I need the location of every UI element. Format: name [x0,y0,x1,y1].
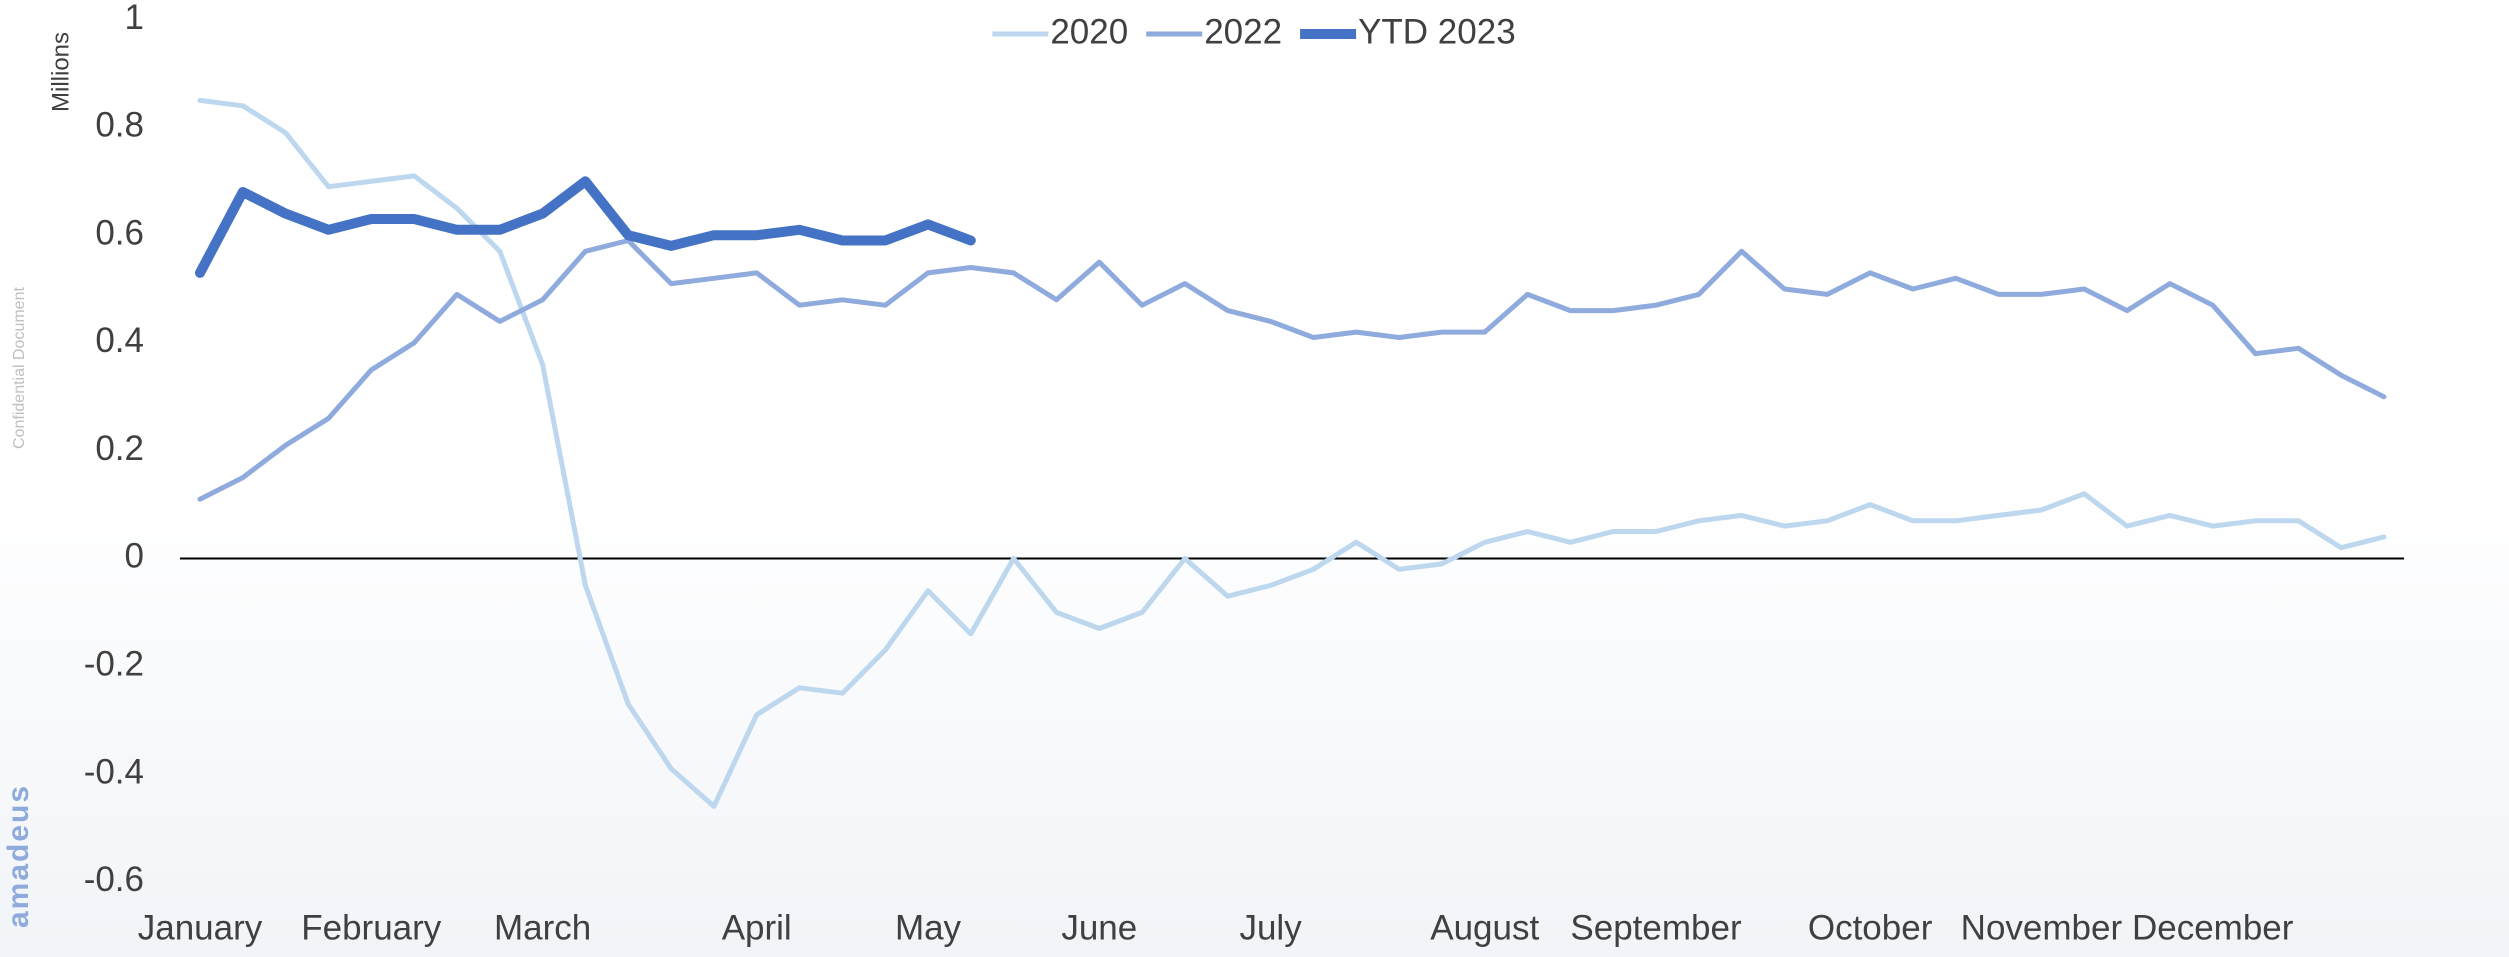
y-tick-label: 0.4 [95,321,144,360]
legend-label: 2020 [1050,12,1128,51]
series-line [197,238,2387,502]
y-axis-label: Millions [47,32,74,112]
x-tick-label: January [138,908,263,947]
brand-logo: amadeus [2,784,35,928]
y-tick-label: 0.6 [95,213,144,252]
x-tick-label: April [722,908,792,947]
x-tick-label: June [1061,908,1137,947]
y-tick-label: 1 [125,0,144,37]
y-tick-label: -0.6 [84,860,144,899]
y-tick-label: -0.4 [84,752,144,791]
x-tick-label: May [895,908,962,947]
x-tick-label: December [2132,908,2294,947]
y-tick-label: 0.8 [95,106,144,145]
x-tick-label: July [1239,908,1302,947]
x-tick-label: August [1430,908,1539,947]
x-tick-label: November [1961,908,2123,947]
y-tick-label: -0.2 [84,645,144,684]
x-tick-label: February [301,908,442,947]
x-tick-label: March [494,908,591,947]
x-tick-label: October [1808,908,1933,947]
x-tick-label: September [1570,908,1742,947]
legend-label: 2022 [1204,12,1282,51]
series-line [195,176,976,278]
confidential-note: Confidential Document [11,287,28,449]
legend-label: YTD 2023 [1358,12,1516,51]
y-tick-label: 0.2 [95,429,144,468]
series-line [197,97,2387,809]
y-tick-label: 0 [125,537,144,576]
